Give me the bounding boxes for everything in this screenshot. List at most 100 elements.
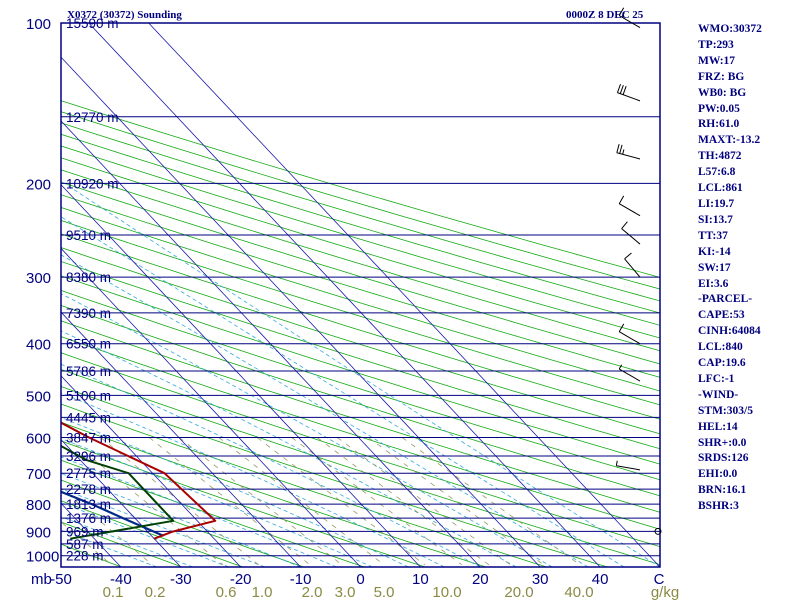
pressure-label: 300	[26, 270, 51, 287]
mixing-ratio-label: 0.2	[145, 584, 166, 600]
index-row: L57:6.8	[698, 166, 736, 179]
height-label: 3847 m	[66, 431, 111, 446]
mixing-ratio-line	[61, 488, 153, 566]
pressure-label: 200	[26, 176, 51, 193]
moist-adiabat	[61, 363, 481, 567]
height-label: 3296 m	[66, 449, 111, 464]
wind-barb-half-flag	[618, 364, 623, 370]
isotherm	[148, 23, 660, 567]
sounding-curves	[61, 421, 217, 540]
index-row: LCL:840	[698, 341, 743, 354]
dry-adiabat	[61, 500, 244, 567]
parcel-curve	[61, 490, 165, 537]
moist-adiabat	[61, 502, 229, 567]
mixing-ratio-label: 1.0	[252, 584, 273, 600]
mixing-ratio-label: g/kg	[651, 584, 679, 600]
index-row: BRN:16.1	[698, 484, 747, 497]
isotherm	[61, 56, 541, 567]
mixing-ratio-label: 20.0	[504, 584, 533, 600]
mixing-ratio-label: 0.6	[216, 584, 237, 600]
wind-barb-flag	[618, 7, 625, 16]
mixing-ratio-label: 2.0	[302, 584, 323, 600]
index-row: EI:3.6	[698, 277, 729, 290]
wind-barb-flag	[619, 85, 624, 94]
dry-adiabat	[61, 181, 660, 365]
height-label: 228 m	[66, 549, 104, 564]
moist-adiabat	[64, 183, 660, 567]
wind-barb-flag	[618, 323, 625, 332]
dry-adiabat	[61, 145, 660, 326]
dry-adiabat	[61, 290, 660, 481]
temperature-tick: -10	[290, 571, 312, 588]
dry-adiabat	[61, 194, 660, 378]
index-row: WB0: BG	[698, 86, 747, 99]
pressure-label: 500	[26, 388, 51, 405]
index-row: CINH:64084	[698, 325, 761, 338]
isotherm	[61, 375, 241, 567]
index-row: LCL:861	[698, 182, 743, 195]
dry-adiabat	[61, 169, 660, 352]
dewpoint-curve	[61, 444, 175, 540]
index-row: SW:17	[698, 261, 731, 274]
mixing-ratio-line	[316, 437, 490, 566]
wind-barb-flag	[622, 86, 627, 95]
height-label: 5786 m	[66, 364, 111, 379]
wind-barb-staff	[617, 92, 641, 102]
index-row: LFC:-1	[698, 372, 735, 385]
dry-adiabat	[61, 122, 660, 302]
mixing-ratio-line	[291, 437, 463, 566]
wind-barb-flag	[616, 143, 620, 153]
index-row: -WIND-	[698, 388, 739, 401]
index-row: LI:19.7	[698, 197, 735, 210]
index-row: SRDS:126	[698, 452, 749, 465]
mixing-ratio-label: 40.0	[564, 584, 593, 600]
wind-barb-flag	[619, 144, 623, 154]
height-label: 6550 m	[66, 337, 111, 352]
index-row: SI:13.7	[698, 213, 733, 226]
dry-adiabat	[61, 111, 660, 290]
pressure-unit-label: mb	[31, 571, 52, 588]
index-row: KI:-14	[698, 245, 731, 258]
dry-adiabat	[61, 459, 365, 567]
index-row: MW:17	[698, 54, 736, 67]
index-row: -PARCEL-	[698, 293, 753, 306]
mixing-ratio-line	[148, 437, 311, 566]
pressure-label: 400	[26, 337, 51, 354]
temperature-tick: 0	[356, 571, 364, 588]
isotherm	[61, 566, 62, 567]
dry-adiabat	[61, 386, 608, 567]
dry-adiabat	[61, 207, 660, 392]
height-label: 8380 m	[66, 270, 111, 285]
moist-adiabat	[61, 529, 157, 567]
dry-adiabat	[61, 247, 660, 435]
pressure-label: 900	[26, 524, 51, 541]
moist-adiabat	[61, 293, 553, 567]
index-row: SHR+:0.0	[698, 436, 747, 449]
temperature-tick: -20	[230, 571, 252, 588]
height-label: 4445 m	[66, 410, 111, 425]
moist-adiabat	[61, 488, 265, 567]
isotherm	[0, 23, 1, 567]
wind-barb-flag	[618, 195, 625, 204]
pressure-label: 600	[26, 431, 51, 448]
wind-barb-flag	[616, 84, 621, 93]
dry-adiabat	[61, 133, 660, 314]
height-label: 5100 m	[66, 388, 111, 403]
wind-barb-staff	[616, 465, 641, 471]
mixing-ratio-line	[368, 437, 544, 566]
index-row: HEL:14	[698, 420, 738, 433]
moist-adiabat	[61, 254, 589, 567]
pressure-label: 100	[26, 16, 51, 33]
index-row: EHI:0.0	[698, 468, 738, 481]
height-label: 587 m	[66, 537, 104, 552]
index-row: RH:61.0	[698, 118, 740, 131]
index-row: BSHR:3	[698, 500, 739, 513]
pressure-label: 700	[26, 466, 51, 483]
temperature-tick: 30	[532, 571, 549, 588]
mixing-ratio-label: 5.0	[374, 584, 395, 600]
height-label: 9510 m	[66, 228, 111, 243]
temperature-tick: -30	[170, 571, 192, 588]
chart-grid	[0, 23, 660, 567]
mixing-ratio-line	[401, 437, 581, 566]
